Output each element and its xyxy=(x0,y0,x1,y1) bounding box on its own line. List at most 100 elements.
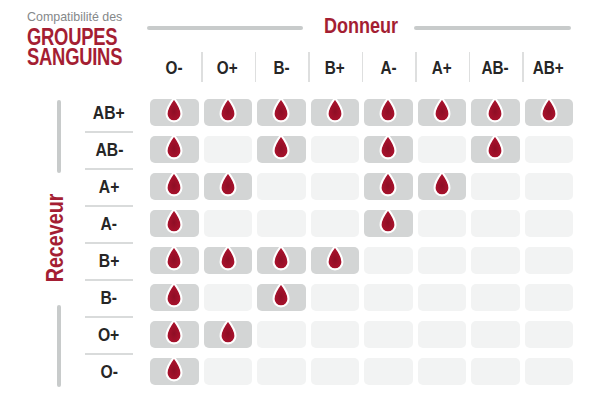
matrix-cell-receiver-A+-donor-B--incompatible xyxy=(257,173,306,200)
matrix-cell-receiver-AB+-donor-AB+-compatible xyxy=(525,99,574,126)
blood-drop-icon xyxy=(378,96,399,124)
matrix-cell-receiver-AB--donor-A--compatible xyxy=(364,136,413,163)
row-header-divider xyxy=(85,279,133,281)
matrix-cell-receiver-B+-donor-B+-compatible xyxy=(311,247,360,274)
blood-drop-icon xyxy=(431,170,452,198)
row-header-divider xyxy=(85,316,133,318)
donor-axis-line-left xyxy=(147,26,303,30)
row-header-B-: B- xyxy=(85,284,133,311)
row-header-A+: A+ xyxy=(85,173,133,200)
matrix-cell-receiver-O+-donor-AB+-incompatible xyxy=(525,321,574,348)
row-header-divider xyxy=(85,242,133,244)
matrix-cell-receiver-O+-donor-A+-incompatible xyxy=(418,321,467,348)
matrix-cell-receiver-B--donor-A+-incompatible xyxy=(418,284,467,311)
matrix-cell-receiver-O+-donor-AB--incompatible xyxy=(471,321,520,348)
matrix-cell-receiver-A--donor-O--compatible xyxy=(150,210,199,237)
column-header-A-: A- xyxy=(364,55,413,81)
column-header-O+: O+ xyxy=(204,55,253,81)
matrix-cell-receiver-B+-donor-A--incompatible xyxy=(364,247,413,274)
matrix-cell-receiver-AB--donor-AB+-incompatible xyxy=(525,136,574,163)
blood-drop-icon xyxy=(271,281,292,309)
row-header-A-: A- xyxy=(85,210,133,237)
column-header-divider xyxy=(469,52,471,82)
matrix-cell-receiver-AB+-donor-A--compatible xyxy=(364,99,413,126)
row-header-O+: O+ xyxy=(85,321,133,348)
matrix-cell-receiver-A+-donor-A+-compatible xyxy=(418,173,467,200)
blood-drop-icon xyxy=(271,96,292,124)
matrix-cell-receiver-AB+-donor-B--compatible xyxy=(257,99,306,126)
blood-drop-icon xyxy=(164,96,185,124)
column-header-AB+: AB+ xyxy=(525,55,574,81)
blood-drop-icon xyxy=(164,355,185,383)
column-header-B-: B- xyxy=(257,55,306,81)
blood-drop-icon xyxy=(324,244,345,272)
row-header-divider xyxy=(85,353,133,355)
matrix-cell-receiver-B--donor-AB--incompatible xyxy=(471,284,520,311)
matrix-cell-receiver-O--donor-O--compatible xyxy=(150,358,199,385)
matrix-cell-receiver-O--donor-AB+-incompatible xyxy=(525,358,574,385)
blood-drop-icon xyxy=(485,96,506,124)
matrix-cell-receiver-A--donor-O+-incompatible xyxy=(204,210,253,237)
matrix-cell-receiver-A+-donor-A--compatible xyxy=(364,173,413,200)
matrix-cell-receiver-O+-donor-B+-incompatible xyxy=(311,321,360,348)
matrix-cell-receiver-A+-donor-B+-incompatible xyxy=(311,173,360,200)
matrix-cell-receiver-A+-donor-AB+-incompatible xyxy=(525,173,574,200)
row-header-AB-: AB- xyxy=(85,136,133,163)
matrix-cell-receiver-O--donor-A--incompatible xyxy=(364,358,413,385)
matrix-cell-receiver-B+-donor-B--compatible xyxy=(257,247,306,274)
matrix-cell-receiver-B--donor-O--compatible xyxy=(150,284,199,311)
blood-compatibility-infographic: Compatibilité des GROUPES SANGUINS Donne… xyxy=(0,0,600,400)
column-header-A+: A+ xyxy=(418,55,467,81)
matrix-cell-receiver-AB+-donor-A+-compatible xyxy=(418,99,467,126)
matrix-cell-receiver-O+-donor-A--incompatible xyxy=(364,321,413,348)
row-header-B+: B+ xyxy=(85,247,133,274)
blood-drop-icon xyxy=(217,244,238,272)
matrix-cell-receiver-B+-donor-O--compatible xyxy=(150,247,199,274)
row-header-divider xyxy=(85,168,133,170)
blood-drop-icon xyxy=(324,96,345,124)
blood-drop-icon xyxy=(538,96,559,124)
page-title: Compatibilité des GROUPES SANGUINS xyxy=(27,8,146,67)
matrix-cell-receiver-B--donor-O+-incompatible xyxy=(204,284,253,311)
blood-drop-icon xyxy=(378,133,399,161)
matrix-cell-receiver-O--donor-AB--incompatible xyxy=(471,358,520,385)
matrix-cell-receiver-AB+-donor-AB--compatible xyxy=(471,99,520,126)
blood-drop-icon xyxy=(271,133,292,161)
blood-drop-icon xyxy=(164,244,185,272)
matrix-cell-receiver-A--donor-B+-incompatible xyxy=(311,210,360,237)
column-header-divider xyxy=(255,52,257,82)
matrix-cell-receiver-B+-donor-O+-compatible xyxy=(204,247,253,274)
column-header-divider xyxy=(415,52,417,82)
receiver-axis-line-top xyxy=(57,100,61,173)
column-header-AB-: AB- xyxy=(471,55,520,81)
column-header-divider xyxy=(201,52,203,82)
blood-drop-icon xyxy=(378,207,399,235)
matrix-cell-receiver-AB+-donor-B+-compatible xyxy=(311,99,360,126)
column-header-O-: O- xyxy=(150,55,199,81)
matrix-cell-receiver-AB+-donor-O+-compatible xyxy=(204,99,253,126)
blood-drop-icon xyxy=(431,96,452,124)
blood-drop-icon xyxy=(164,318,185,346)
matrix-cell-receiver-A+-donor-AB--incompatible xyxy=(471,173,520,200)
matrix-cell-receiver-A--donor-A--compatible xyxy=(364,210,413,237)
matrix-cell-receiver-AB--donor-B--compatible xyxy=(257,136,306,163)
receiver-axis-label: Receveur xyxy=(41,194,69,283)
matrix-cell-receiver-O+-donor-B--incompatible xyxy=(257,321,306,348)
blood-drop-icon xyxy=(164,207,185,235)
matrix-cell-receiver-AB--donor-AB--compatible xyxy=(471,136,520,163)
matrix-cell-receiver-O+-donor-O+-compatible xyxy=(204,321,253,348)
blood-drop-icon xyxy=(217,96,238,124)
matrix-cell-receiver-A--donor-B--incompatible xyxy=(257,210,306,237)
matrix-cell-receiver-O--donor-O+-incompatible xyxy=(204,358,253,385)
blood-drop-icon xyxy=(271,244,292,272)
matrix-cell-receiver-AB+-donor-O--compatible xyxy=(150,99,199,126)
matrix-cell-receiver-B--donor-AB+-incompatible xyxy=(525,284,574,311)
title-line2: SANGUINS xyxy=(27,47,122,67)
blood-drop-icon xyxy=(217,318,238,346)
blood-drop-icon xyxy=(485,133,506,161)
matrix-cell-receiver-O--donor-B+-incompatible xyxy=(311,358,360,385)
matrix-cell-receiver-B+-donor-AB--incompatible xyxy=(471,247,520,274)
matrix-cell-receiver-AB--donor-A+-incompatible xyxy=(418,136,467,163)
matrix-cell-receiver-A--donor-AB+-incompatible xyxy=(525,210,574,237)
blood-drop-icon xyxy=(378,170,399,198)
